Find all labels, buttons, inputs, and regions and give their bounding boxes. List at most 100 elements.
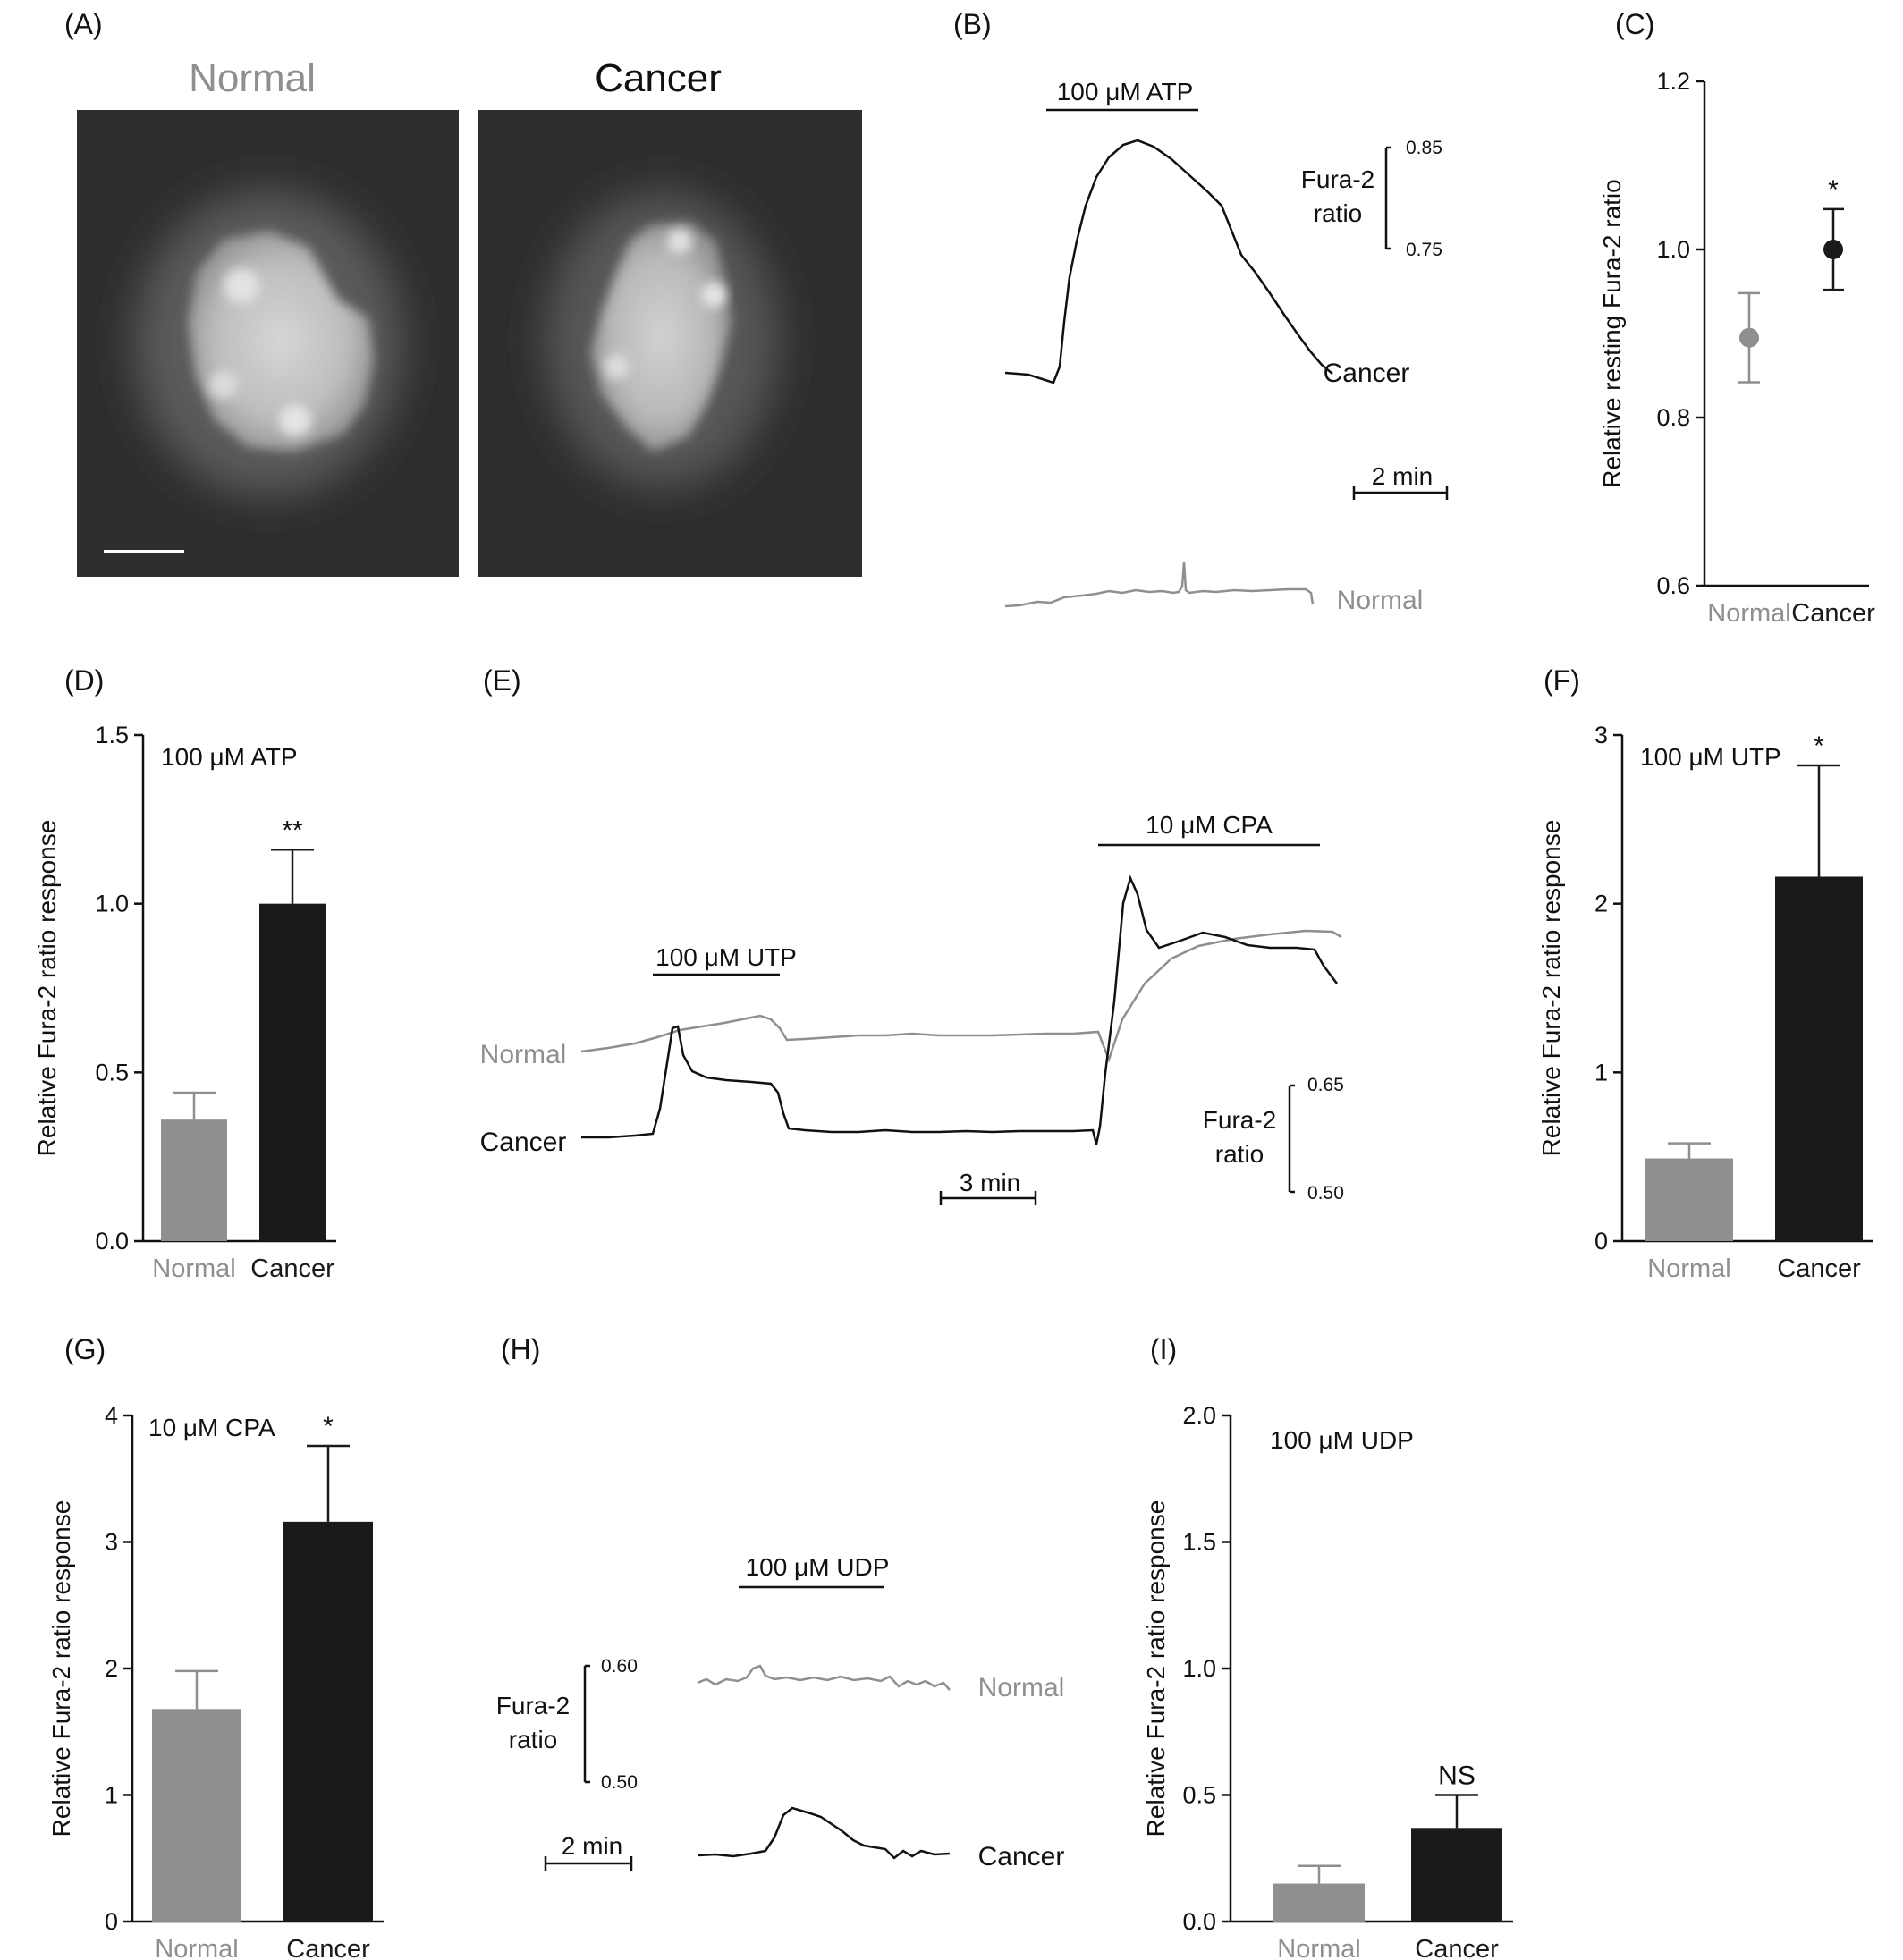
trace-label-normal-b: Normal: [1337, 586, 1424, 615]
bar-f-cancer: [1775, 876, 1863, 1241]
y-tick-label-i: 1.0: [1182, 1655, 1216, 1682]
x-tick-label-f: Cancer: [1777, 1255, 1861, 1283]
y-tick-label-i: 1.5: [1182, 1529, 1216, 1556]
panel-g-chart: 0 1 2 3 4 Relative Fura-2 ratio response 10 μM…: [47, 1402, 384, 1960]
y-tick-label-f: 1: [1594, 1059, 1608, 1086]
y-tick-label-g: 1: [105, 1782, 118, 1809]
time-scale-label-b: 2 min: [1372, 462, 1433, 490]
x-tick-label-c: Cancer: [1791, 599, 1875, 628]
cell-normal: [134, 191, 402, 495]
cpa-drug-label: 10 μM CPA: [1146, 811, 1273, 839]
panel-h: 100 μM UDP 0.60 0.50 Fura-2 ratio Normal…: [496, 1553, 1065, 1871]
panel-f-chart: 0 1 2 3 Relative Fura-2 ratio response 100 μM…: [1537, 722, 1873, 1283]
panel-label-i: (I): [1150, 1333, 1177, 1365]
atp-drug-label: 100 μM ATP: [1057, 78, 1194, 106]
chart-title-g: 10 μM CPA: [148, 1414, 275, 1441]
y-tick-label-f: 0: [1594, 1228, 1608, 1255]
panel-c-chart: 0.6 0.8 1.0 1.2 Relative resting Fura-2 rati…: [1598, 68, 1875, 628]
bar-g-cancer: [283, 1521, 373, 1922]
bar-i-normal: [1273, 1883, 1365, 1922]
bar-d-normal: [161, 1119, 227, 1241]
y-tick-label-d: 0.0: [95, 1228, 129, 1255]
point-c-cancer: [1823, 240, 1843, 259]
point-c-normal: [1739, 327, 1759, 348]
x-tick-label-i: Cancer: [1415, 1935, 1499, 1960]
y-tick-label-c: 1.2: [1656, 68, 1690, 95]
y-tick-label-i: 0.0: [1182, 1908, 1216, 1935]
ratio-name-2-b: ratio: [1314, 199, 1362, 227]
x-tick-label-g: Cancer: [286, 1935, 370, 1960]
y-tick-label-c: 0.8: [1656, 404, 1690, 431]
y-axis-label-i: Relative Fura-2 ratio response: [1142, 1500, 1170, 1838]
y-tick-label-g: 3: [105, 1529, 118, 1556]
ratio-top-label-h: 0.60: [601, 1656, 638, 1677]
panel-label-h: (H): [501, 1333, 540, 1365]
panel-label-a: (A): [64, 8, 103, 40]
micrograph-cancer-title: Cancer: [595, 56, 722, 100]
chart-title-f: 100 μM UTP: [1640, 743, 1781, 771]
x-tick-label-c: Normal: [1707, 599, 1790, 628]
y-tick-label-c: 0.6: [1656, 572, 1690, 599]
y-tick-label-d: 0.5: [95, 1059, 129, 1086]
x-tick-label-d: Normal: [152, 1255, 235, 1283]
panel-label-g: (G): [64, 1333, 106, 1365]
ratio-name-1-e: Fura-2: [1203, 1106, 1276, 1134]
y-axis-label-f: Relative Fura-2 ratio response: [1537, 820, 1565, 1157]
cancer-trace-b: [1004, 139, 1333, 384]
x-tick-label-g: Normal: [155, 1935, 238, 1960]
ratio-name-2-e: ratio: [1215, 1140, 1264, 1168]
panel-label-b: (B): [953, 8, 992, 40]
trace-label-cancer-h: Cancer: [978, 1842, 1065, 1871]
x-tick-label-f: Normal: [1647, 1255, 1730, 1283]
y-tick-label-f: 3: [1594, 722, 1608, 748]
micrograph-normal-title: Normal: [189, 56, 316, 100]
time-scale-label-e: 3 min: [960, 1169, 1020, 1196]
udp-drug-label: 100 μM UDP: [746, 1553, 890, 1581]
y-tick-label-g: 2: [105, 1655, 118, 1682]
panel-b: 100 μM ATP 0.85 0.75 Fura-2 ratio Cancer…: [1004, 78, 1449, 615]
cancer-trace-e: [581, 874, 1338, 1145]
cancer-trace-h: [697, 1806, 951, 1860]
y-tick-label-d: 1.5: [95, 722, 129, 748]
y-tick-label-i: 0.5: [1182, 1782, 1216, 1809]
significance-i: NS: [1438, 1761, 1476, 1791]
panel-label-f: (F): [1544, 664, 1580, 697]
y-tick-label-g: 0: [105, 1908, 118, 1935]
panel-label-c: (C): [1615, 8, 1654, 40]
normal-trace-b: [1004, 561, 1315, 608]
x-tick-label-d: Cancer: [250, 1255, 334, 1283]
ratio-bottom-label-b: 0.75: [1406, 240, 1442, 260]
panel-d-chart: 0.0 0.5 1.0 1.5 Relative Fura-2 ratio respon…: [33, 722, 336, 1283]
y-tick-label-d: 1.0: [95, 891, 129, 917]
ratio-name-1-b: Fura-2: [1301, 165, 1374, 193]
significance-c: *: [1828, 175, 1839, 205]
ratio-top-label-e: 0.65: [1307, 1075, 1344, 1095]
panel-e: 100 μM UTP 10 μM CPA Normal Cancer 0.65 …: [480, 811, 1344, 1205]
y-axis-label-c: Relative resting Fura-2 ratio: [1598, 179, 1626, 487]
y-tick-label-c: 1.0: [1656, 236, 1690, 263]
significance-f: *: [1814, 731, 1824, 761]
significance-g: *: [323, 1412, 334, 1441]
y-axis-label-g: Relative Fura-2 ratio response: [47, 1500, 75, 1838]
bar-i-cancer: [1411, 1828, 1502, 1922]
y-tick-label-i: 2.0: [1182, 1402, 1216, 1429]
ratio-name-2-h: ratio: [509, 1726, 557, 1753]
panel-label-e: (E): [483, 664, 521, 697]
y-tick-label-g: 4: [105, 1402, 118, 1429]
ratio-bottom-label-e: 0.50: [1307, 1183, 1344, 1204]
trace-label-normal-h: Normal: [978, 1673, 1065, 1702]
bar-d-cancer: [259, 903, 326, 1241]
significance-d: **: [282, 815, 303, 845]
utp-drug-label: 100 μM UTP: [655, 943, 797, 971]
ratio-name-1-h: Fura-2: [496, 1692, 570, 1719]
trace-label-cancer-b: Cancer: [1324, 359, 1410, 388]
normal-trace-h: [697, 1664, 951, 1691]
ratio-bottom-label-h: 0.50: [601, 1772, 638, 1793]
bar-g-normal: [152, 1709, 241, 1922]
x-tick-label-i: Normal: [1277, 1935, 1360, 1960]
panel-i-chart: 0.0 0.5 1.0 1.5 2.0 Relative Fura-2 ratio res…: [1142, 1402, 1513, 1960]
bar-f-normal: [1645, 1158, 1733, 1241]
y-axis-label-d: Relative Fura-2 ratio response: [33, 820, 61, 1157]
chart-title-i: 100 μM UDP: [1270, 1426, 1414, 1454]
